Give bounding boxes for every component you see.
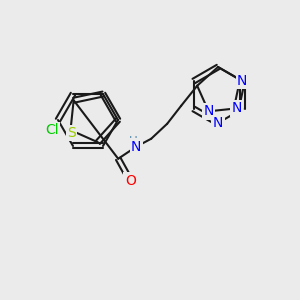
Text: H: H [129, 135, 138, 148]
Text: O: O [125, 174, 136, 188]
Text: N: N [203, 104, 214, 118]
Text: Cl: Cl [45, 123, 59, 137]
Text: N: N [237, 74, 247, 88]
Text: N: N [131, 140, 141, 154]
Text: N: N [231, 101, 242, 116]
Text: S: S [67, 126, 76, 140]
Text: N: N [213, 116, 223, 130]
